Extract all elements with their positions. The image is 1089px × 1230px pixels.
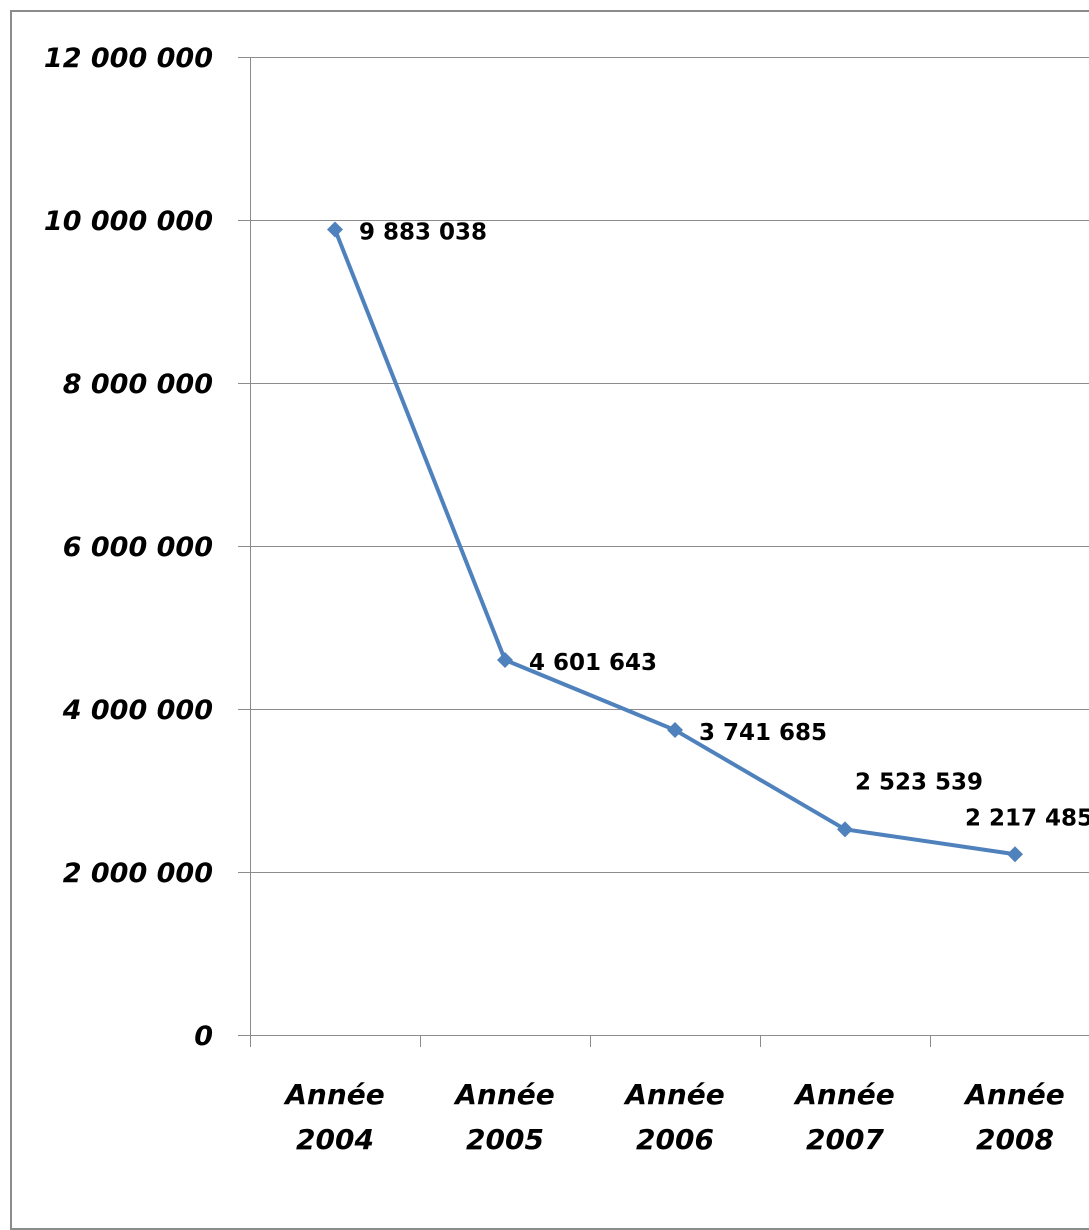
data-point-marker: [837, 821, 853, 838]
data-point-marker: [1007, 846, 1023, 863]
y-tick-label: 12 000 000: [44, 43, 213, 74]
series-line: [333, 228, 1016, 857]
data-label: 2 523 539: [855, 769, 983, 795]
y-tick-label: 6 000 000: [63, 532, 213, 563]
x-tick-label: 2007: [806, 1123, 884, 1156]
y-tick-label: 8 000 000: [63, 369, 213, 400]
x-tick-label: Année: [283, 1078, 385, 1111]
x-tick-label: 2006: [636, 1123, 714, 1156]
x-tick-label: 2008: [976, 1123, 1054, 1156]
data-point-marker: [327, 221, 343, 238]
gridlines: [250, 57, 1089, 873]
data-point-marker: [667, 722, 683, 739]
x-tick-label: Année: [623, 1078, 725, 1111]
data-label: 9 883 038: [359, 220, 487, 246]
data-labels: 9 883 038 4 601 643 3 741 685 2 523 539 2 21…: [359, 220, 1089, 832]
y-tick-label: 4 000 000: [62, 695, 213, 726]
series: [327, 221, 1023, 863]
x-tick-label: Année: [453, 1078, 555, 1111]
data-label: 2 217 485: [965, 805, 1089, 831]
data-label: 4 601 643: [529, 650, 657, 676]
x-tick-label: Année: [793, 1078, 895, 1111]
x-tick-label: 2004: [296, 1123, 374, 1156]
axes: [238, 57, 1089, 1047]
x-axis-tick-labels: Année 2004 Année 2005 Année 2006 Année 2007 Anné…: [283, 1078, 1065, 1156]
x-tick-label: Année: [963, 1078, 1065, 1111]
y-tick-label: 2 000 000: [63, 858, 213, 889]
data-label: 3 741 685: [699, 720, 827, 746]
y-tick-label: 10 000 000: [44, 206, 213, 237]
y-tick-label: 0: [194, 1021, 213, 1052]
data-point-marker: [497, 651, 513, 668]
x-tick-label: 2005: [466, 1123, 544, 1156]
y-axis-tick-labels: 0 2 000 000 4 000 000 6 000 000 8 000 000 10 …: [44, 43, 213, 1052]
